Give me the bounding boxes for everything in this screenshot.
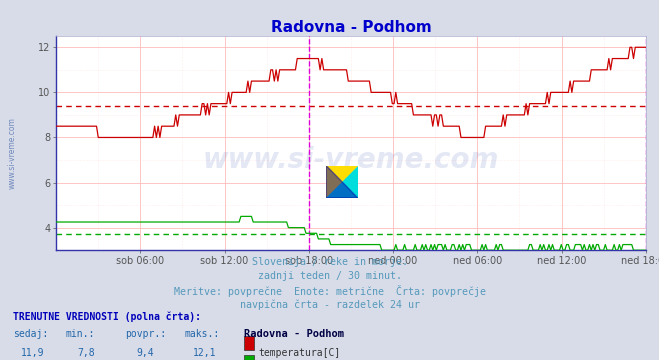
Polygon shape: [326, 166, 358, 198]
Polygon shape: [326, 166, 358, 198]
Text: temperatura[C]: temperatura[C]: [258, 348, 341, 358]
Text: sedaj:: sedaj:: [13, 329, 48, 339]
Text: Meritve: povprečne  Enote: metrične  Črta: povprečje: Meritve: povprečne Enote: metrične Črta:…: [173, 285, 486, 297]
Text: TRENUTNE VREDNOSTI (polna črta):: TRENUTNE VREDNOSTI (polna črta):: [13, 311, 201, 322]
Text: Slovenija / reke in morje.: Slovenija / reke in morje.: [252, 257, 407, 267]
Text: 12,1: 12,1: [192, 348, 216, 358]
Text: povpr.:: povpr.:: [125, 329, 166, 339]
Text: Radovna - Podhom: Radovna - Podhom: [244, 329, 344, 339]
Text: 9,4: 9,4: [136, 348, 154, 358]
Text: min.:: min.:: [66, 329, 96, 339]
Text: 11,9: 11,9: [21, 348, 45, 358]
Text: navpična črta - razdelek 24 ur: navpična črta - razdelek 24 ur: [239, 300, 420, 310]
Text: zadnji teden / 30 minut.: zadnji teden / 30 minut.: [258, 271, 401, 281]
Text: www.si-vreme.com: www.si-vreme.com: [8, 117, 17, 189]
Title: Radovna - Podhom: Radovna - Podhom: [271, 20, 431, 35]
Text: www.si-vreme.com: www.si-vreme.com: [203, 146, 499, 174]
Text: 7,8: 7,8: [77, 348, 94, 358]
Text: maks.:: maks.:: [185, 329, 219, 339]
Polygon shape: [326, 166, 358, 198]
